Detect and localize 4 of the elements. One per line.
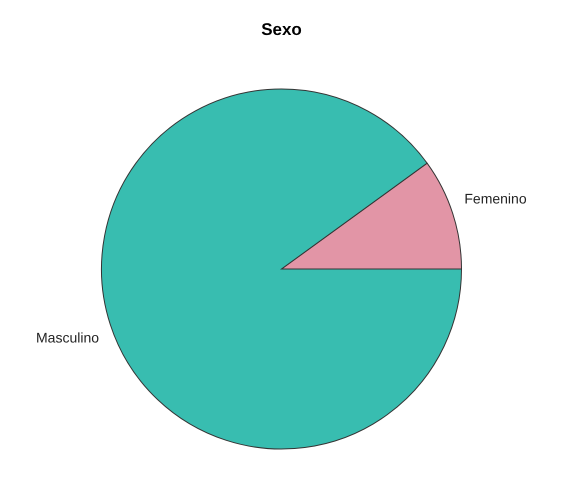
slice-label: Masculino	[36, 330, 100, 346]
chart-title: Sexo	[261, 20, 302, 39]
slice-label: Femenino	[464, 190, 527, 206]
pie-slice	[101, 88, 462, 450]
